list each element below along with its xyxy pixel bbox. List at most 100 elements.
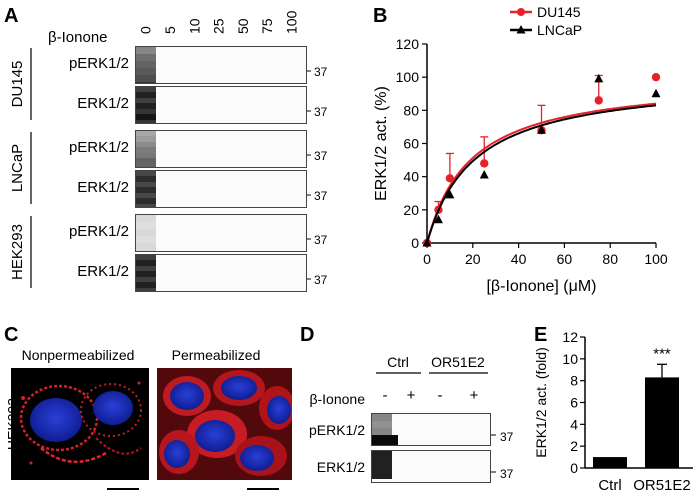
mw-marker: 37 (314, 149, 328, 163)
mw-marker: 37 (314, 233, 328, 247)
x-tick-label: 40 (511, 251, 527, 267)
data-point-lncap (445, 189, 455, 199)
mw-marker: 37 (314, 189, 328, 203)
data-point-lncap (537, 125, 546, 134)
blot-band (136, 271, 156, 277)
y-tick-label: 80 (403, 102, 419, 118)
blot-band (136, 120, 156, 123)
y-tick-label: 100 (396, 69, 420, 85)
blot-band (136, 193, 156, 198)
western-blot-strip (135, 130, 307, 168)
blot-band (136, 236, 156, 243)
data-point-lncap (433, 214, 443, 224)
blot-band (136, 182, 156, 187)
data-point-lncap (422, 238, 432, 247)
image-label-nonpermeabilized: Nonpermeabilized (22, 347, 135, 363)
mw-marker: 37 (314, 273, 328, 287)
blot-band (136, 87, 156, 92)
treatment-sign: + (407, 387, 416, 404)
western-blot-strip (135, 46, 307, 84)
y-axis-title: ERK1/2 act. (fold) (533, 347, 549, 458)
blot-band (136, 215, 156, 222)
y-tick-label: 0 (411, 235, 419, 251)
treatment-sign: + (470, 387, 479, 404)
panel-label-c: C (4, 324, 18, 346)
mw-marker: 37 (314, 65, 328, 79)
x-tick-label: 100 (644, 251, 668, 267)
blot-band (136, 109, 156, 114)
y-tick-label: 20 (403, 202, 419, 218)
blot-band (136, 266, 156, 271)
mw-marker: 37 (314, 105, 328, 119)
dose-response-chart: 0 20 40 60 80 100 120 0 20 40 60 80 100 [β-Ionone] (μ… (373, 4, 668, 295)
blot-band (136, 158, 156, 164)
blot-band (372, 451, 392, 458)
data-point-lncap (594, 73, 604, 83)
y-tick-label: 10 (562, 351, 578, 367)
blot-band (136, 243, 156, 250)
blot-band (136, 142, 156, 147)
x-category-label: Ctrl (598, 477, 621, 494)
micrograph-permeabilized (157, 368, 292, 480)
blot-band (136, 153, 156, 158)
blot-band (136, 255, 156, 260)
panel-label-d: D (300, 324, 314, 346)
blot-band (136, 82, 156, 83)
blot-band (136, 68, 156, 75)
data-point-du145 (480, 159, 489, 168)
mw-marker: 37 (500, 467, 514, 481)
blot-band (136, 250, 156, 251)
header-or51e2: OR51E2 (431, 354, 485, 370)
blot-band (136, 187, 156, 193)
concentration-label: 75 (259, 18, 275, 34)
panel-label-e: E (534, 324, 547, 346)
x-tick-label: 0 (423, 251, 431, 267)
blot-band (372, 421, 392, 428)
blot-band (136, 114, 156, 120)
blot-band (136, 222, 156, 229)
bar-or51e2 (645, 377, 679, 468)
treatment-sign: - (438, 387, 443, 404)
blot-band (136, 260, 156, 266)
blot-band (136, 229, 156, 236)
western-blot-strip (135, 254, 307, 292)
fold-activation-chart: 0 2 4 6 8 10 12 ERK1/2 act. (fold) Ctrl OR51E2 *** (533, 329, 693, 494)
x-category-label: OR51E2 (633, 477, 691, 494)
y-axis-title: ERK1/2 act. (%) (373, 86, 390, 201)
blot-row-label: pERK1/2 (69, 55, 129, 72)
blot-band (136, 54, 156, 61)
blot-band (372, 465, 392, 472)
y-tick-label: 12 (562, 329, 578, 345)
x-tick-label: 80 (602, 251, 618, 267)
blot-band (136, 98, 156, 103)
scale-bar-nonpermeabilized (107, 488, 139, 490)
western-blot-strip (135, 86, 307, 124)
blot-band (136, 277, 156, 282)
blot-band (136, 131, 156, 136)
x-tick-label: 20 (465, 251, 481, 267)
blot-row-label: pERK1/2 (309, 422, 365, 438)
blot-band (136, 198, 156, 204)
blot-row-label: ERK1/2 (77, 263, 129, 280)
data-point-du145 (594, 96, 603, 105)
blot-band (136, 282, 156, 288)
blot-row-label: pERK1/2 (69, 139, 129, 156)
concentration-label: 5 (162, 26, 178, 34)
y-tick-label: 40 (403, 169, 419, 185)
y-tick-label: 4 (570, 416, 578, 432)
beta-ionone-header: β-Ionone (48, 29, 108, 46)
blot-band (372, 435, 398, 445)
western-blot-strip (135, 214, 307, 252)
western-blot-strip (371, 450, 491, 483)
bar-ctrl (593, 457, 627, 468)
blot-band (136, 103, 156, 109)
blot-row-label: ERK1/2 (77, 179, 129, 196)
treatment-sign: - (383, 387, 388, 404)
treatment-label: β-Ionone (309, 391, 365, 407)
concentration-label: 0 (138, 26, 154, 34)
concentration-label: 25 (211, 18, 227, 34)
blot-row-label: ERK1/2 (317, 459, 365, 475)
concentration-label: 100 (284, 10, 300, 34)
blot-band (136, 92, 156, 98)
